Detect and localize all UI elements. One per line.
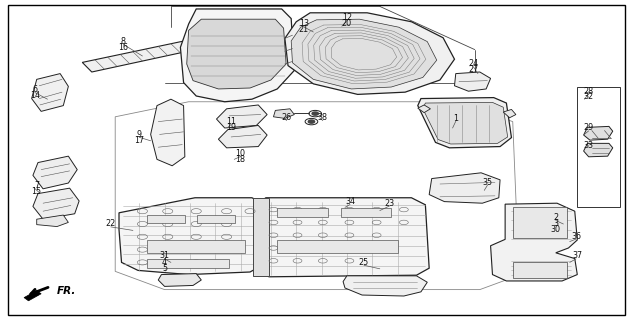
Text: 14: 14	[30, 91, 40, 100]
Polygon shape	[193, 35, 216, 47]
Polygon shape	[33, 188, 79, 219]
Text: 16: 16	[118, 43, 128, 52]
Text: 15: 15	[32, 187, 42, 196]
Polygon shape	[187, 19, 286, 89]
Polygon shape	[503, 109, 516, 118]
Polygon shape	[180, 9, 294, 102]
Text: 29: 29	[584, 124, 594, 132]
Text: 30: 30	[551, 225, 561, 234]
Polygon shape	[32, 74, 68, 111]
Polygon shape	[429, 173, 500, 203]
Bar	[513, 207, 567, 238]
Bar	[147, 215, 185, 223]
Polygon shape	[584, 143, 613, 157]
Text: 3: 3	[553, 220, 558, 228]
Text: 20: 20	[342, 19, 352, 28]
Text: 26: 26	[281, 113, 291, 122]
Text: 28: 28	[584, 87, 594, 96]
Text: 11: 11	[226, 117, 236, 126]
Bar	[277, 208, 328, 217]
Text: 33: 33	[584, 141, 594, 150]
Text: 36: 36	[571, 232, 581, 241]
Text: 24: 24	[468, 60, 479, 68]
Polygon shape	[158, 274, 201, 286]
Text: 6: 6	[32, 85, 37, 94]
Text: 27: 27	[468, 65, 479, 74]
Text: 18: 18	[235, 155, 246, 164]
Text: 17: 17	[134, 136, 144, 145]
Polygon shape	[291, 19, 437, 89]
Bar	[513, 262, 567, 278]
Polygon shape	[285, 13, 454, 94]
Text: 5: 5	[162, 264, 167, 273]
Text: 23: 23	[384, 199, 394, 208]
Text: 38: 38	[318, 113, 328, 122]
Polygon shape	[454, 72, 491, 91]
Text: 19: 19	[226, 123, 236, 132]
Text: 25: 25	[359, 258, 369, 267]
Polygon shape	[218, 125, 267, 148]
Polygon shape	[418, 98, 511, 148]
Polygon shape	[119, 198, 263, 275]
Text: 21: 21	[299, 25, 309, 34]
Text: 7: 7	[34, 181, 39, 190]
Text: 1: 1	[453, 114, 458, 123]
Text: 37: 37	[572, 252, 582, 260]
Text: 22: 22	[106, 220, 116, 228]
Text: 34: 34	[345, 197, 355, 206]
Circle shape	[312, 112, 318, 115]
Bar	[147, 240, 245, 253]
Text: 13: 13	[299, 20, 309, 28]
Bar	[147, 259, 229, 268]
Polygon shape	[584, 126, 613, 140]
Text: 32: 32	[584, 92, 594, 101]
Bar	[277, 240, 398, 253]
Polygon shape	[24, 291, 41, 301]
Text: 31: 31	[160, 252, 170, 260]
Polygon shape	[253, 198, 269, 276]
Text: 35: 35	[482, 178, 492, 187]
Text: 10: 10	[235, 149, 246, 158]
Polygon shape	[216, 105, 267, 128]
Polygon shape	[418, 105, 430, 113]
Polygon shape	[151, 99, 185, 166]
Text: 2: 2	[553, 213, 558, 222]
Polygon shape	[273, 109, 294, 118]
Polygon shape	[343, 276, 427, 296]
Circle shape	[308, 120, 315, 123]
Text: 4: 4	[162, 258, 167, 267]
Text: 9: 9	[137, 130, 142, 139]
Polygon shape	[491, 203, 577, 281]
Bar	[197, 215, 235, 223]
Polygon shape	[423, 102, 508, 144]
Polygon shape	[256, 198, 429, 277]
Bar	[341, 208, 391, 217]
Polygon shape	[37, 215, 68, 227]
Text: 12: 12	[342, 13, 352, 22]
Polygon shape	[33, 156, 77, 189]
Text: 8: 8	[121, 37, 126, 46]
Text: FR.: FR.	[57, 285, 77, 296]
Polygon shape	[82, 38, 206, 72]
